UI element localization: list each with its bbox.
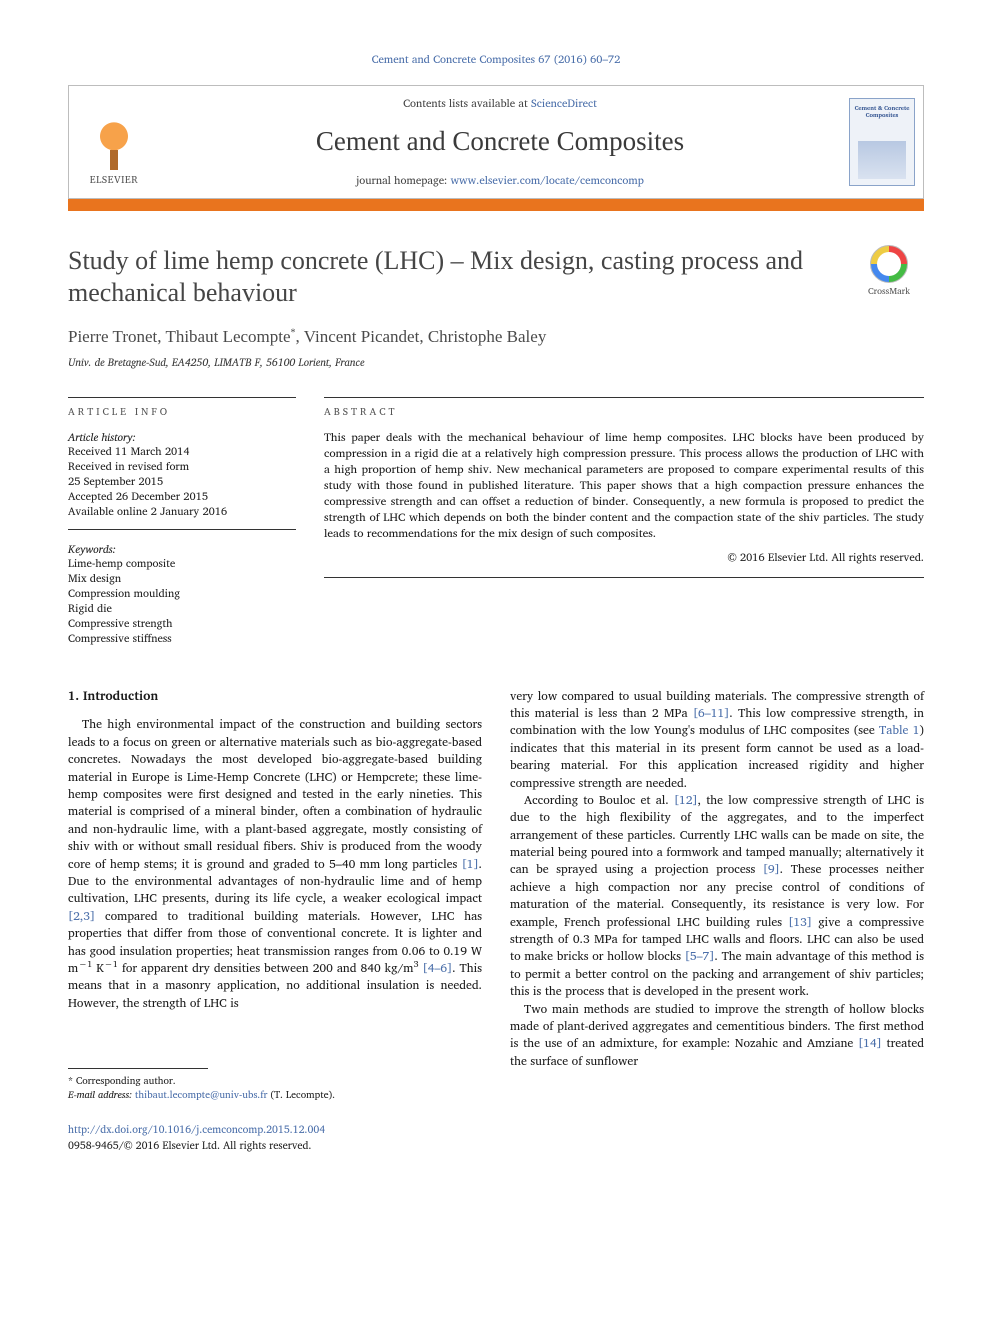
body-paragraph: According to Bouloc et al. [12], the low… xyxy=(510,792,924,1001)
journal-header-box: ELSEVIER Contents lists available at Sci… xyxy=(68,85,924,199)
sciencedirect-link[interactable]: ScienceDirect xyxy=(531,94,597,112)
citation-link[interactable]: [6–11] xyxy=(693,704,729,723)
email-who: (T. Lecompte). xyxy=(267,1087,335,1103)
body-paragraph: Two main methods are studied to improve … xyxy=(510,1001,924,1071)
crossmark-label: CrossMark xyxy=(868,285,910,297)
citation-link[interactable]: [14] xyxy=(858,1034,882,1053)
email-label: E-mail address: xyxy=(68,1087,135,1103)
keyword: Compressive stiffness xyxy=(68,631,296,646)
homepage-link[interactable]: www.elsevier.com/locate/cemconcomp xyxy=(450,171,643,189)
text-run: According to Bouloc et al. xyxy=(524,791,674,810)
corresponding-email-link[interactable]: thibaut.lecompte@univ-ubs.fr xyxy=(135,1087,268,1103)
citation-link[interactable]: [1] xyxy=(462,855,479,874)
authors-line: Pierre Tronet, Thibaut Lecompte*, Vincen… xyxy=(68,326,924,349)
article-history: Article history: Received 11 March 2014 … xyxy=(68,430,296,530)
text-run: K xyxy=(92,959,104,978)
table-ref-link[interactable]: Table 1 xyxy=(879,721,919,740)
contents-prefix: Contents lists available at xyxy=(403,94,531,112)
journal-name: Cement and Concrete Composites xyxy=(316,123,684,159)
superscript: 3 xyxy=(413,956,418,971)
cover-thumb-title: Cement & Concrete Composites xyxy=(850,105,914,118)
footer-doi-block: http://dx.doi.org/10.1016/j.cemconcomp.2… xyxy=(68,1120,924,1152)
citation-link[interactable]: [13] xyxy=(788,913,812,932)
cover-thumbnail: Cement & Concrete Composites xyxy=(849,98,915,186)
superscript: −1 xyxy=(104,956,118,971)
homepage-line: journal homepage: www.elsevier.com/locat… xyxy=(356,173,644,188)
author-name: Pierre Tronet, xyxy=(68,327,165,346)
section-heading: 1. Introduction xyxy=(68,688,482,705)
body-paragraph: The high environmental impact of the con… xyxy=(68,716,482,1012)
cover-thumbnail-slot: Cement & Concrete Composites xyxy=(841,86,923,198)
crossmark-widget[interactable]: CrossMark xyxy=(854,245,924,297)
citation-link[interactable]: [2,3] xyxy=(68,907,95,926)
abstract-copyright: © 2016 Elsevier Ltd. All rights reserved… xyxy=(324,550,924,565)
keywords-block: Keywords: Lime-hemp composite Mix design… xyxy=(68,542,296,646)
body-col-right: very low compared to usual building mate… xyxy=(510,688,924,1103)
history-online: Available online 2 January 2016 xyxy=(68,504,296,519)
affiliation: Univ. de Bretagne-Sud, EA4250, LIMATB F,… xyxy=(68,355,924,369)
crossmark-icon xyxy=(870,245,908,283)
body-col-left: 1. Introduction The high environmental i… xyxy=(68,688,482,1103)
running-head-citation: Cement and Concrete Composites 67 (2016)… xyxy=(68,52,924,67)
publisher-name: ELSEVIER xyxy=(90,174,138,188)
header-center: Contents lists available at ScienceDirec… xyxy=(159,86,841,198)
citation-link[interactable]: [4–6] xyxy=(423,959,453,978)
abstract-label: ABSTRACT xyxy=(324,406,924,420)
article-title: Study of lime hemp concrete (LHC) – Mix … xyxy=(68,245,840,310)
text-run: for apparent dry densities between 200 a… xyxy=(118,959,414,978)
article-info-label: ARTICLE INFO xyxy=(68,397,296,420)
issn-copyright-line: 0958-9465/© 2016 Elsevier Ltd. All right… xyxy=(68,1138,924,1152)
abstract-text: This paper deals with the mechanical beh… xyxy=(324,430,924,543)
body-paragraph: very low compared to usual building mate… xyxy=(510,688,924,792)
body-two-columns: 1. Introduction The high environmental i… xyxy=(68,688,924,1103)
citation-link[interactable]: [12] xyxy=(674,791,698,810)
abstract-box: ABSTRACT This paper deals with the mecha… xyxy=(324,397,924,578)
author-name: Thibaut Lecompte xyxy=(165,327,290,346)
contents-available-line: Contents lists available at ScienceDirec… xyxy=(403,96,597,111)
citation-link[interactable]: [9] xyxy=(763,860,780,879)
elsevier-tree-icon xyxy=(88,116,140,174)
footnote-rule xyxy=(68,1068,208,1069)
superscript: −1 xyxy=(78,956,92,971)
homepage-prefix: journal homepage: xyxy=(356,171,450,189)
citation-link[interactable]: [5–7] xyxy=(685,947,715,966)
text-run: The high environmental impact of the con… xyxy=(68,715,482,873)
orange-accent-bar xyxy=(68,199,924,211)
author-name: , Vincent Picandet, Christophe Baley xyxy=(296,327,547,346)
corresponding-footnote: * Corresponding author. E-mail address: … xyxy=(68,1075,482,1102)
publisher-logo-block: ELSEVIER xyxy=(69,86,159,198)
